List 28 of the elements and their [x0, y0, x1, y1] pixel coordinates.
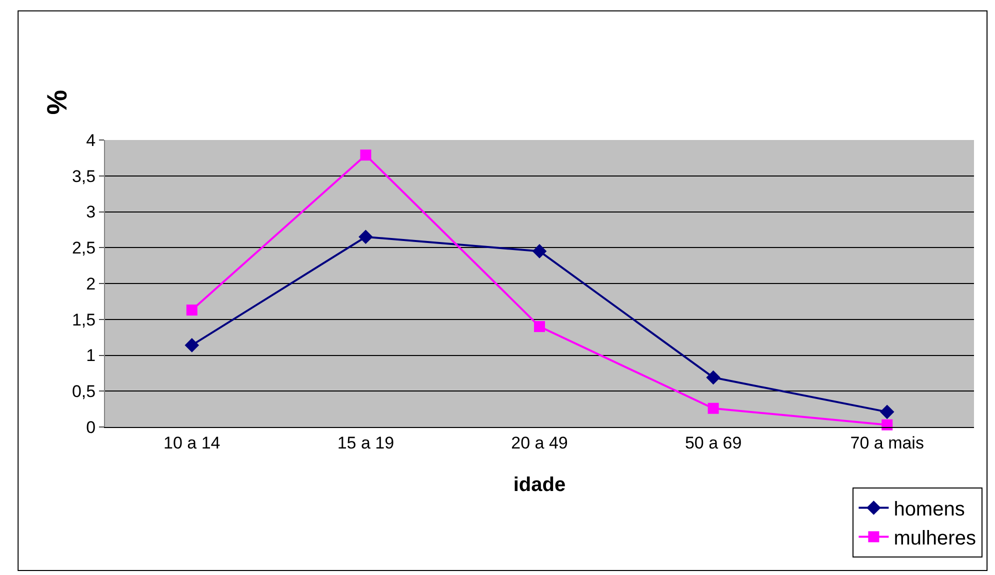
- point: [360, 150, 372, 161]
- legend-label: mulheres: [894, 528, 976, 550]
- x-axis-title: idade: [513, 474, 566, 496]
- y-tick-label: 2: [86, 274, 96, 294]
- point: [358, 230, 373, 244]
- y-tick-label: 1,5: [72, 310, 96, 330]
- point: [534, 321, 545, 332]
- point: [184, 338, 200, 352]
- y-tick-label: 4: [86, 130, 96, 150]
- y-tick-label: 3,5: [72, 166, 96, 186]
- legend-label: homens: [894, 498, 965, 521]
- x-tick-label: 50 a 69: [684, 433, 742, 452]
- y-tick-label: 0,5: [72, 382, 96, 402]
- y-axis-title: %: [42, 90, 73, 115]
- x-tick-label: 15 a 19: [337, 433, 394, 452]
- y-tick-label: 1: [86, 346, 96, 366]
- point: [880, 404, 894, 420]
- point: [882, 419, 893, 430]
- point: [186, 304, 198, 316]
- x-tick-label: 20 a 49: [511, 433, 568, 452]
- point: [708, 402, 719, 414]
- x-tick-label: 70 a mais: [850, 433, 924, 452]
- y-tick-label: 2,5: [72, 238, 96, 258]
- point: [532, 244, 547, 258]
- x-tick-label: 10 a 14: [164, 433, 220, 452]
- point: [706, 370, 720, 385]
- y-tick-label: 0: [86, 418, 96, 437]
- y-tick-label: 3: [86, 202, 96, 222]
